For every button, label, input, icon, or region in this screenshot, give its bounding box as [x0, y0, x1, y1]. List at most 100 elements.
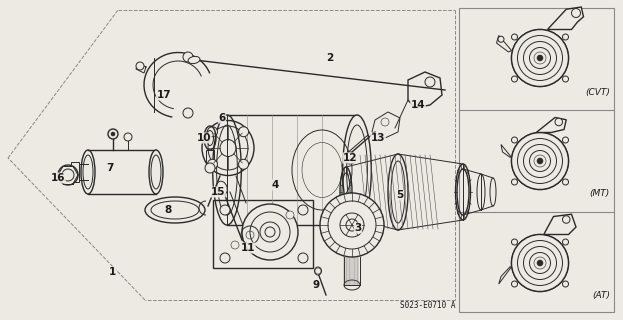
Circle shape: [220, 205, 230, 215]
Circle shape: [207, 159, 217, 169]
Circle shape: [555, 118, 563, 126]
Text: 13: 13: [371, 133, 385, 143]
Circle shape: [242, 204, 298, 260]
Text: 11: 11: [240, 243, 255, 253]
Circle shape: [344, 152, 356, 164]
Text: 16: 16: [50, 173, 65, 183]
Ellipse shape: [343, 115, 371, 225]
Circle shape: [538, 57, 541, 60]
Text: 9: 9: [313, 280, 320, 290]
Circle shape: [511, 34, 518, 40]
Text: 14: 14: [411, 100, 426, 110]
Text: 4: 4: [271, 180, 278, 190]
Ellipse shape: [149, 150, 163, 194]
Text: 12: 12: [343, 153, 357, 163]
Circle shape: [530, 47, 551, 68]
Circle shape: [563, 34, 569, 40]
Circle shape: [563, 216, 570, 223]
Text: (MT): (MT): [590, 189, 610, 198]
Text: (CVT): (CVT): [585, 88, 610, 97]
Circle shape: [511, 29, 569, 86]
Circle shape: [239, 127, 249, 137]
Circle shape: [136, 62, 144, 70]
Bar: [71, 162, 79, 182]
Polygon shape: [504, 235, 576, 292]
Polygon shape: [497, 36, 511, 52]
Text: 8: 8: [164, 205, 171, 215]
Circle shape: [538, 159, 541, 163]
Text: 5: 5: [396, 190, 404, 200]
Circle shape: [207, 127, 217, 137]
Circle shape: [250, 212, 290, 252]
Polygon shape: [504, 132, 576, 189]
Text: 15: 15: [211, 187, 226, 197]
Circle shape: [511, 235, 569, 292]
Circle shape: [563, 281, 569, 287]
Text: 10: 10: [197, 133, 211, 143]
Polygon shape: [408, 72, 442, 108]
Circle shape: [425, 77, 435, 87]
Circle shape: [530, 252, 551, 274]
Circle shape: [298, 205, 308, 215]
Bar: [510, 242, 570, 284]
Circle shape: [58, 165, 78, 185]
Text: 17: 17: [157, 90, 171, 100]
Circle shape: [536, 53, 545, 62]
Ellipse shape: [217, 181, 227, 195]
Circle shape: [231, 241, 239, 249]
Circle shape: [108, 129, 118, 139]
Ellipse shape: [315, 267, 321, 275]
Circle shape: [537, 55, 543, 61]
Text: 3: 3: [354, 223, 361, 233]
Circle shape: [511, 179, 518, 185]
Circle shape: [183, 52, 193, 62]
Circle shape: [537, 260, 543, 266]
Text: 7: 7: [107, 163, 113, 173]
Polygon shape: [501, 145, 511, 157]
Circle shape: [563, 76, 569, 82]
Circle shape: [124, 133, 132, 141]
Circle shape: [62, 169, 74, 181]
Polygon shape: [536, 117, 566, 132]
Polygon shape: [213, 200, 313, 268]
Circle shape: [239, 159, 249, 169]
Circle shape: [563, 137, 569, 143]
Text: 6: 6: [219, 113, 226, 123]
Polygon shape: [206, 150, 214, 168]
Circle shape: [111, 132, 115, 136]
Circle shape: [286, 211, 294, 219]
Circle shape: [328, 201, 376, 249]
Circle shape: [315, 268, 321, 274]
Circle shape: [498, 36, 504, 42]
Circle shape: [511, 76, 518, 82]
Polygon shape: [372, 112, 400, 138]
Text: S023-E0710 A: S023-E0710 A: [399, 301, 455, 310]
Polygon shape: [499, 267, 511, 284]
Circle shape: [346, 219, 358, 231]
Circle shape: [511, 132, 569, 189]
Circle shape: [220, 253, 230, 263]
Text: 1: 1: [108, 267, 116, 277]
Circle shape: [563, 179, 569, 185]
Circle shape: [265, 227, 275, 237]
Text: 2: 2: [326, 53, 334, 63]
Circle shape: [381, 118, 389, 126]
Circle shape: [511, 239, 518, 245]
Circle shape: [536, 156, 545, 165]
Circle shape: [563, 239, 569, 245]
Circle shape: [205, 163, 215, 173]
Bar: [510, 37, 570, 79]
Circle shape: [183, 108, 193, 118]
Circle shape: [538, 261, 541, 265]
Circle shape: [571, 9, 581, 18]
Circle shape: [537, 158, 543, 164]
Polygon shape: [544, 214, 576, 235]
Circle shape: [511, 137, 518, 143]
Circle shape: [536, 259, 545, 268]
Polygon shape: [227, 115, 357, 225]
Circle shape: [320, 193, 384, 257]
Bar: [510, 140, 570, 182]
Circle shape: [298, 253, 308, 263]
Ellipse shape: [188, 56, 200, 64]
Bar: [459, 8, 614, 312]
